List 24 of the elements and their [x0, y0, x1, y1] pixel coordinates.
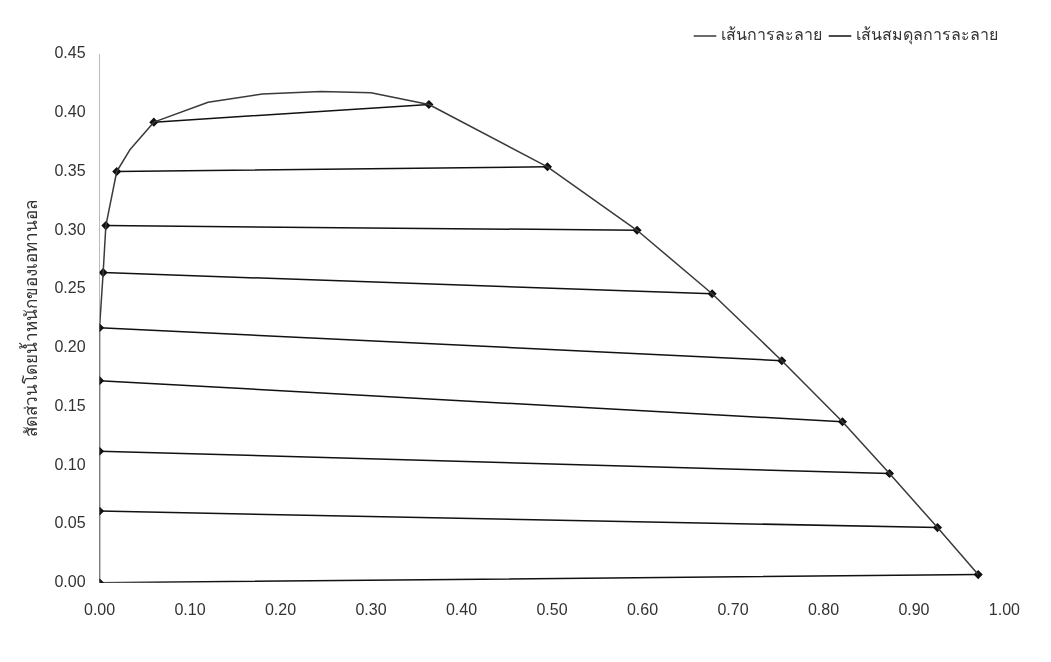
x-tick-label: 0.60: [626, 600, 659, 618]
x-tick-label: 0.10: [174, 600, 206, 618]
y-tick-label: 0.20: [54, 338, 86, 356]
y-tick-label: 0.15: [54, 396, 86, 414]
y-tick-label: 0.10: [54, 455, 86, 473]
x-tick-label: 0.40: [445, 600, 478, 618]
x-tick-label: 0.50: [536, 600, 568, 618]
legend-label: เส้นการละลาย: [721, 25, 822, 45]
y-tick-label: 0.30: [54, 220, 86, 238]
x-tick-label: 0.20: [264, 600, 297, 618]
y-tick-label: 0.05: [54, 514, 86, 532]
y-tick-label: 0.35: [54, 161, 86, 179]
x-tick-label: 0.70: [717, 600, 749, 618]
y-tick-label: 0.25: [54, 279, 86, 297]
x-tick-label: 0.00: [83, 600, 116, 618]
x-tick-label: 0.90: [898, 600, 930, 618]
y-tick-label: 0.00: [54, 573, 86, 591]
x-tick-label: 1.00: [988, 600, 1021, 618]
legend-label: เส้นสมดุลการละลาย: [856, 25, 998, 46]
y-tick-label: 0.40: [54, 103, 86, 121]
y-axis-title: สัดส่วนโดยน้ำหนักของเอทานอล: [18, 199, 41, 437]
x-tick-label: 0.80: [807, 600, 840, 618]
y-tick-label: 0.45: [54, 44, 86, 62]
x-tick-label: 0.30: [355, 600, 387, 618]
